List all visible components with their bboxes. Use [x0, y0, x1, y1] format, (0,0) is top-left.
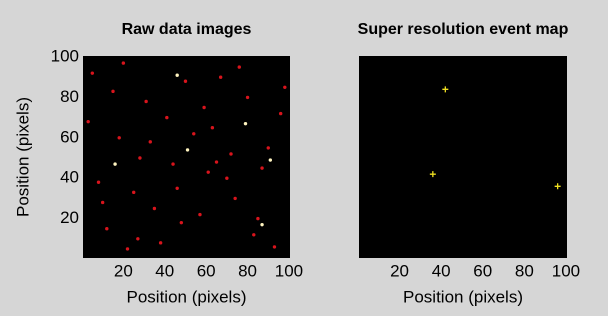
- spot: [211, 126, 214, 129]
- spot: [186, 148, 189, 151]
- spot: [138, 156, 141, 159]
- spot: [229, 152, 232, 155]
- spot: [252, 233, 255, 236]
- spot: [198, 213, 201, 216]
- spot: [202, 106, 205, 109]
- plot-area: [359, 56, 567, 258]
- x-tick-label: 40: [155, 261, 174, 280]
- x-axis-label: Position (pixels): [403, 287, 523, 306]
- spot: [86, 120, 89, 123]
- chart-title: Raw data images: [122, 21, 252, 38]
- spot: [184, 80, 187, 83]
- spot: [219, 76, 222, 79]
- y-tick-label: 60: [60, 127, 79, 146]
- spot: [267, 146, 270, 149]
- spot: [238, 65, 241, 68]
- spot: [233, 197, 236, 200]
- x-tick-label: 20: [114, 261, 133, 280]
- spot: [260, 166, 263, 169]
- spot: [273, 245, 276, 248]
- spot: [101, 201, 104, 204]
- spot: [111, 90, 114, 93]
- spot: [215, 160, 218, 163]
- spot: [136, 237, 139, 240]
- spot: [256, 217, 259, 220]
- spot: [126, 247, 129, 250]
- y-tick-label: 40: [60, 168, 79, 187]
- spot: [97, 181, 100, 184]
- spot: [165, 116, 168, 119]
- spot: [118, 136, 121, 139]
- spot: [144, 100, 147, 103]
- spot: [244, 122, 247, 125]
- y-axis-label: Position (pixels): [13, 97, 32, 217]
- x-tick-label: 80: [238, 261, 257, 280]
- spot: [207, 170, 210, 173]
- x-axis-label: Position (pixels): [127, 287, 247, 306]
- spot: [269, 158, 272, 161]
- spot: [149, 140, 152, 143]
- x-tick-label: 80: [515, 261, 534, 280]
- page: Raw data images Position (pixels) Position…: [0, 0, 608, 311]
- spot: [192, 132, 195, 135]
- spot: [122, 61, 125, 64]
- y-tick-label: 80: [60, 87, 79, 106]
- spot: [283, 86, 286, 89]
- spot: [260, 223, 263, 226]
- spot: [175, 73, 178, 76]
- spot: [279, 112, 282, 115]
- x-tick-label: 60: [197, 261, 216, 280]
- y-tick-label: 20: [60, 208, 79, 227]
- plot-area: [83, 56, 290, 258]
- spot: [175, 187, 178, 190]
- spot: [171, 162, 174, 165]
- chart-title: Super resolution event map: [358, 21, 569, 38]
- x-tick-label: 100: [552, 261, 580, 280]
- x-tick-label: 20: [390, 261, 409, 280]
- spot: [225, 177, 228, 180]
- spot: [105, 227, 108, 230]
- spot: [153, 207, 156, 210]
- spot: [246, 96, 249, 99]
- x-tick-label: 60: [473, 261, 492, 280]
- x-tick-label: 40: [432, 261, 451, 280]
- spot: [91, 71, 94, 74]
- spot: [159, 241, 162, 244]
- x-tick-label: 100: [275, 261, 303, 280]
- figure: Raw data images Position (pixels) Position…: [0, 0, 608, 311]
- spot: [113, 162, 116, 165]
- y-tick-label: 100: [51, 46, 79, 65]
- spot: [180, 221, 183, 224]
- spot: [132, 191, 135, 194]
